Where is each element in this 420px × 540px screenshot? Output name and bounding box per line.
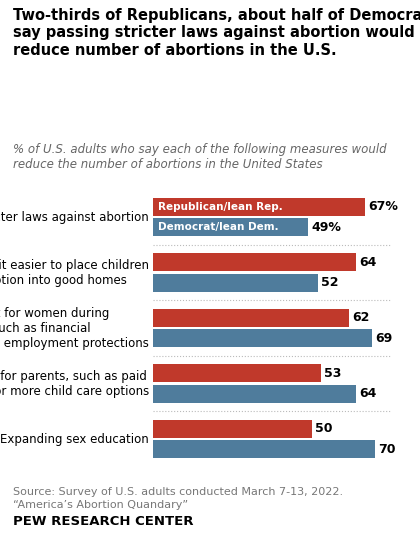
Text: 53: 53 — [324, 367, 341, 380]
Text: PEW RESEARCH CENTER: PEW RESEARCH CENTER — [13, 515, 193, 528]
Text: Two-thirds of Republicans, about half of Democrats
say passing stricter laws aga: Two-thirds of Republicans, about half of… — [13, 8, 420, 58]
Text: 52: 52 — [321, 276, 339, 289]
Text: More support for women during
pregnancy, such as financial
assistance or employm: More support for women during pregnancy,… — [0, 307, 149, 349]
Text: Making it easier to place children
for adoption into good homes: Making it easier to place children for a… — [0, 259, 149, 287]
Bar — [153, 198, 365, 215]
Text: 64: 64 — [359, 387, 376, 400]
Text: 49%: 49% — [312, 221, 341, 234]
Text: Expanding sex education: Expanding sex education — [0, 433, 149, 446]
Bar — [153, 441, 375, 458]
Text: Democrat/lean Dem.: Democrat/lean Dem. — [158, 222, 279, 232]
Text: 67%: 67% — [368, 200, 398, 213]
Bar — [153, 274, 318, 292]
Text: Passing stricter laws against abortion: Passing stricter laws against abortion — [0, 211, 149, 224]
Text: 50: 50 — [315, 422, 332, 435]
Text: 64: 64 — [359, 256, 376, 269]
Text: 62: 62 — [353, 311, 370, 325]
Text: Source: Survey of U.S. adults conducted March 7-13, 2022.: Source: Survey of U.S. adults conducted … — [13, 487, 343, 497]
Bar — [153, 329, 372, 347]
Text: More support for parents, such as paid
family leave or more child care options: More support for parents, such as paid f… — [0, 369, 149, 397]
Text: 70: 70 — [378, 443, 396, 456]
Text: % of U.S. adults who say each of the following measures would
reduce the number : % of U.S. adults who say each of the fol… — [13, 143, 386, 171]
Text: “America’s Abortion Quandary”: “America’s Abortion Quandary” — [13, 500, 188, 510]
Bar — [153, 219, 308, 236]
Text: 69: 69 — [375, 332, 392, 345]
Bar — [153, 364, 321, 382]
Bar — [153, 385, 356, 403]
Text: Republican/lean Rep.: Republican/lean Rep. — [158, 202, 283, 212]
Bar — [153, 253, 356, 271]
Bar — [153, 420, 312, 437]
Bar — [153, 309, 349, 327]
